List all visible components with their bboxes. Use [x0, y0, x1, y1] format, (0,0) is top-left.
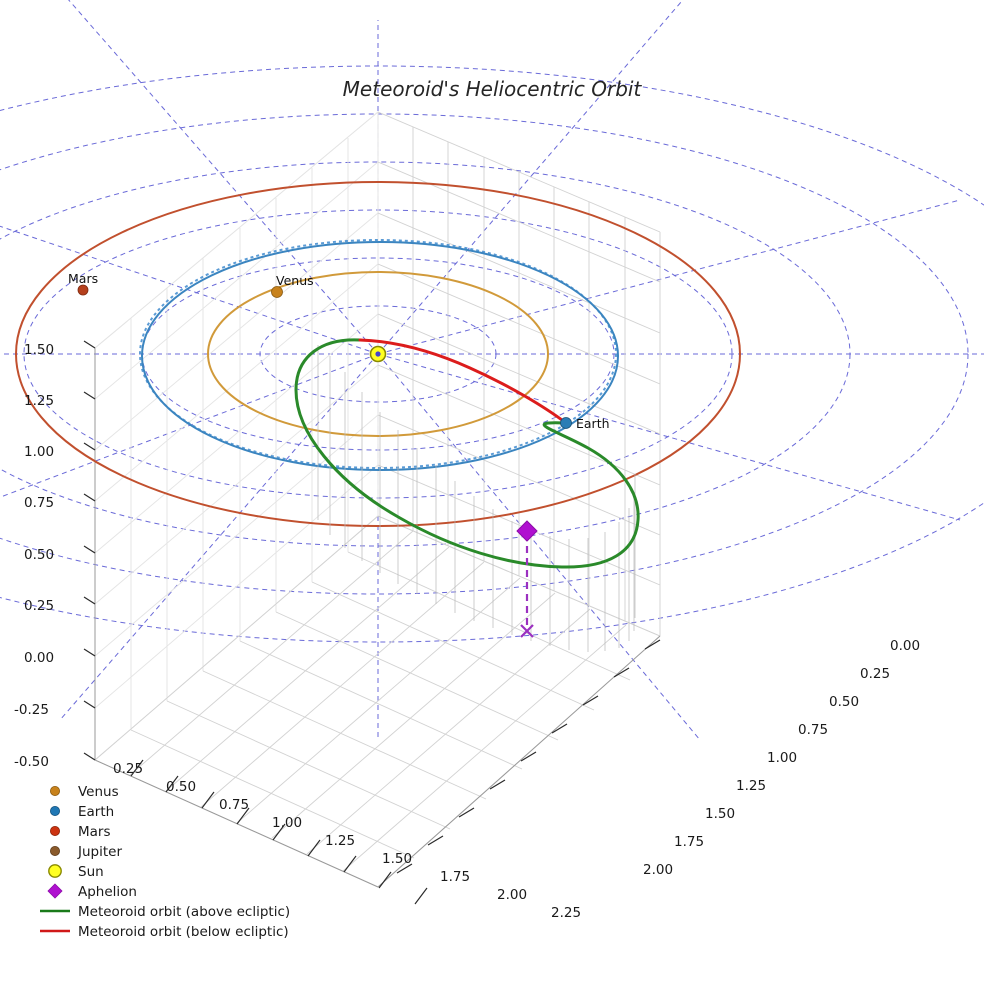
legend-label-venus: Venus [78, 784, 119, 800]
legend-item-venus[interactable]: Venus [50, 784, 119, 800]
planet-markers [77, 284, 572, 429]
y-right-tick-1: 0.25 [860, 666, 890, 682]
legend: Venus Earth Mars Jupiter Sun Aphelion Me… [40, 784, 290, 940]
x-tick-2: 0.75 [219, 797, 249, 813]
meteoroid-orbit-below-ecliptic [358, 338, 568, 425]
sun-core [375, 351, 381, 357]
x-tick-3: 1.00 [272, 815, 302, 831]
x-tick-7: 2.00 [497, 887, 527, 903]
legend-item-aphelion[interactable]: Aphelion [47, 883, 137, 900]
mars-marker [77, 284, 89, 296]
aphelion-group [516, 520, 538, 638]
meteoroid-orbit-group [294, 338, 640, 569]
x-tick-8: 2.25 [551, 905, 581, 921]
x-tick-5: 1.50 [382, 851, 412, 867]
y-left-tick-4: 0.50 [24, 547, 54, 563]
y-right-tick-8: 2.00 [643, 862, 673, 878]
y-axis-left: 1.50 1.25 1.00 0.75 0.50 0.25 0.00 -0.25… [14, 340, 96, 770]
aphelion-projection-x [520, 624, 534, 638]
sun-legend-swatch [48, 864, 62, 878]
legend-label-sun: Sun [78, 864, 104, 880]
planet-orbits [15, 181, 741, 527]
legend-item-mars[interactable]: Mars [50, 824, 111, 840]
y-left-tick-5: 0.25 [24, 598, 54, 614]
aphelion-legend-swatch [47, 883, 63, 899]
y-left-tick-3: 0.75 [24, 495, 54, 511]
mars-label: Mars [68, 271, 98, 286]
earth-legend-swatch [50, 806, 61, 817]
y-left-tick-2: 1.00 [24, 444, 54, 460]
x-axis-bottom: 0.25 0.50 0.75 1.00 1.25 1.50 1.75 2.00 … [113, 759, 581, 921]
legend-item-jupiter[interactable]: Jupiter [50, 844, 122, 860]
y-left-tick-8: -0.50 [14, 754, 49, 770]
y-left-tick-6: 0.00 [24, 650, 54, 666]
legend-label-mars: Mars [78, 824, 111, 840]
earth-marker [560, 417, 572, 429]
x-tick-1: 0.50 [166, 779, 196, 795]
mars-legend-swatch [50, 826, 61, 837]
earth-orbit-dash [139, 239, 617, 469]
x-tick-0: 0.25 [113, 761, 143, 777]
y-left-tick-7: -0.25 [14, 702, 49, 718]
earth-label: Earth [576, 416, 610, 431]
aphelion-marker [516, 520, 538, 542]
legend-label-jupiter: Jupiter [77, 844, 122, 860]
axes-box [94, 111, 661, 888]
y-right-tick-6: 1.50 [705, 806, 735, 822]
legend-item-orbit-below[interactable]: Meteoroid orbit (below ecliptic) [40, 924, 289, 940]
y-right-tick-3: 0.75 [798, 722, 828, 738]
y-right-tick-5: 1.25 [736, 778, 766, 794]
y-left-tick-1: 1.25 [24, 393, 54, 409]
legend-label-earth: Earth [78, 804, 114, 820]
y-right-tick-7: 1.75 [674, 834, 704, 850]
y-left-tick-0: 1.50 [24, 342, 54, 358]
meteoroid-orbit-above-ecliptic [294, 338, 640, 569]
y-right-tick-0: 0.00 [890, 638, 920, 654]
page-title: Meteoroid's Heliocentric Orbit [343, 77, 643, 101]
y-right-tick-2: 0.50 [829, 694, 859, 710]
jupiter-legend-swatch [50, 846, 61, 857]
legend-item-orbit-above[interactable]: Meteoroid orbit (above ecliptic) [40, 904, 290, 920]
x-tick-6: 1.75 [440, 869, 470, 885]
x-tick-4: 1.25 [325, 833, 355, 849]
legend-label-orbit-below: Meteoroid orbit (below ecliptic) [78, 924, 289, 940]
venus-orbit [207, 271, 549, 437]
mars-orbit [15, 181, 741, 527]
y-right-tick-4: 1.00 [767, 750, 797, 766]
legend-item-sun[interactable]: Sun [48, 864, 104, 880]
legend-label-aphelion: Aphelion [78, 884, 137, 900]
venus-label: Venus [276, 273, 314, 288]
y-axis-right: 0.00 0.25 0.50 0.75 1.00 1.25 1.50 1.75 … [396, 638, 920, 878]
venus-marker [271, 286, 283, 298]
orbit-drop-stems [317, 345, 636, 652]
venus-legend-swatch [50, 786, 61, 797]
legend-label-orbit-above: Meteoroid orbit (above ecliptic) [78, 904, 290, 920]
legend-item-earth[interactable]: Earth [50, 804, 114, 820]
